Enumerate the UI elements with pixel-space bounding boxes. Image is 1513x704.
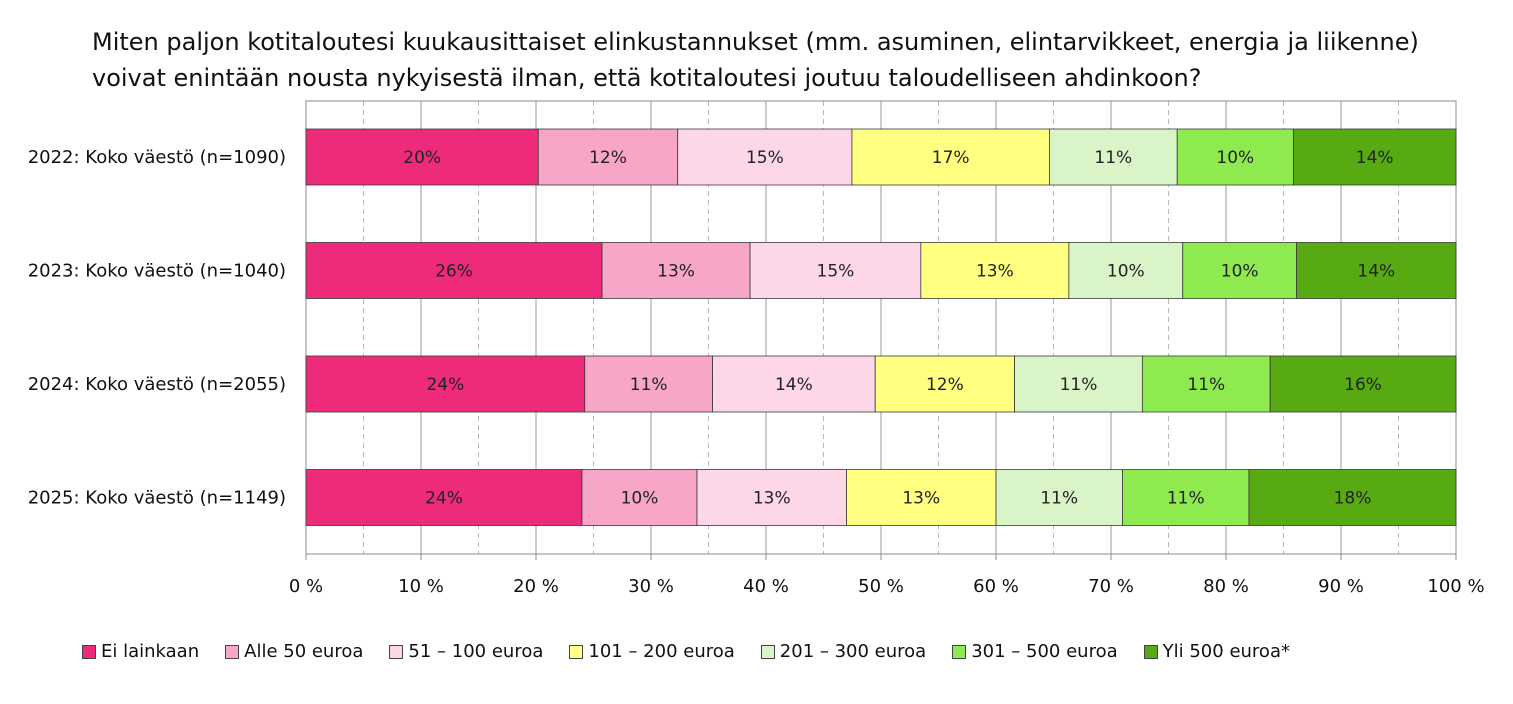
legend-item: 201 – 300 euroa <box>760 641 927 662</box>
legend-label: 51 – 100 euroa <box>408 641 544 662</box>
legend-swatch <box>569 644 584 659</box>
bar-segment <box>584 355 713 413</box>
x-tick-label: 40 % <box>743 576 789 597</box>
bar-segment <box>1248 469 1457 526</box>
legend-item: 101 – 200 euroa <box>569 641 735 662</box>
bar-segment <box>581 469 698 526</box>
data-label: 12% <box>589 148 627 168</box>
bar-segment <box>305 355 586 413</box>
bar-segment <box>305 242 603 299</box>
data-label: 11% <box>1060 375 1098 395</box>
legend-swatch <box>952 644 967 659</box>
bar-segment <box>696 469 847 526</box>
bar-segment <box>1014 355 1143 413</box>
legend-label: 101 – 200 euroa <box>588 641 735 662</box>
bar-segment <box>851 128 1050 186</box>
x-tick-label: 60 % <box>973 576 1019 597</box>
bar-segment <box>995 469 1123 526</box>
data-label: 14% <box>1356 148 1394 168</box>
bar-segment <box>305 128 539 186</box>
legend-label: Ei lainkaan <box>101 641 200 662</box>
x-tick-label: 50 % <box>858 576 904 597</box>
data-label: 14% <box>1357 262 1395 282</box>
bar-segment <box>1049 128 1178 186</box>
legend-label: Yli 500 euroa* <box>1162 641 1290 662</box>
data-label: 10% <box>621 489 659 509</box>
data-label: 26% <box>435 262 473 282</box>
bar-segment <box>601 242 751 299</box>
bar-segment <box>1141 355 1271 413</box>
category-label: 2024: Koko väestö (n=2055) <box>28 374 286 395</box>
legend-item: 51 – 100 euroa <box>389 641 543 662</box>
bar-segment <box>1176 128 1294 186</box>
legend-swatch <box>82 644 96 659</box>
stacked-bar-chart: 20% 12% 15% 17% 11% 10% 14% 2022: Koko väestö (… <box>28 100 1485 597</box>
legend-swatch <box>225 644 240 659</box>
data-label: 14% <box>775 375 813 395</box>
bar-segment <box>874 355 1015 413</box>
data-label: 11% <box>1040 489 1078 509</box>
bar-segment <box>846 469 997 526</box>
data-label: 13% <box>657 262 695 282</box>
data-label: 10% <box>1216 148 1254 168</box>
data-label: 11% <box>1167 489 1205 509</box>
bar-segment <box>1122 469 1250 526</box>
legend-item: Alle 50 euroa <box>225 641 363 662</box>
legend-item: Ei lainkaan <box>82 641 199 662</box>
data-label: 13% <box>902 489 940 509</box>
data-label: 11% <box>1187 375 1225 395</box>
bar-segment <box>1296 242 1457 299</box>
data-label: 10% <box>1107 262 1145 282</box>
legend-label: Alle 50 euroa <box>244 641 364 662</box>
legend-swatch <box>1143 644 1158 659</box>
chart-legend: Ei lainkaan Alle 50 euroa 51 – 100 euroa 10… <box>82 641 1290 662</box>
data-label: 13% <box>753 489 791 509</box>
data-label: 13% <box>976 262 1014 282</box>
legend-item: 301 – 500 euroa <box>952 641 1118 662</box>
data-label: 24% <box>426 375 464 395</box>
x-tick-label: 0 % <box>289 576 323 597</box>
category-label: 2025: Koko väestö (n=1149) <box>28 488 286 509</box>
bar-segment <box>712 355 876 413</box>
data-label: 11% <box>630 375 668 395</box>
legend-item: Yli 500 euroa* <box>1143 641 1290 662</box>
bar-segment <box>1068 242 1184 299</box>
data-label: 17% <box>932 148 970 168</box>
data-label: 16% <box>1344 375 1382 395</box>
bar-segment <box>1182 242 1297 299</box>
data-label: 18% <box>1334 489 1372 509</box>
bar-segment <box>677 128 853 186</box>
data-label: 15% <box>817 262 855 282</box>
data-label: 10% <box>1221 262 1259 282</box>
bar-segment <box>920 242 1070 299</box>
data-label: 20% <box>403 148 441 168</box>
x-tick-label: 70 % <box>1088 576 1134 597</box>
x-tick-label: 90 % <box>1318 576 1364 597</box>
legend-label: 201 – 300 euroa <box>779 641 927 662</box>
chart-title: Miten paljon kotitaloutesi kuukausittais… <box>92 28 1419 92</box>
category-label: 2023: Koko väestö (n=1040) <box>28 261 286 282</box>
data-label: 15% <box>746 148 784 168</box>
legend-swatch <box>760 644 775 659</box>
bar-segment <box>1269 355 1457 413</box>
data-label: 12% <box>926 375 964 395</box>
bar-segment <box>1292 128 1457 186</box>
x-tick-label: 80 % <box>1203 576 1249 597</box>
data-label: 11% <box>1094 148 1132 168</box>
x-tick-label: 30 % <box>628 576 674 597</box>
data-label: 24% <box>425 489 463 509</box>
x-tick-label: 100 % <box>1427 576 1484 597</box>
x-tick-label: 20 % <box>513 576 559 597</box>
bar-segment <box>749 242 922 299</box>
legend-swatch <box>389 644 404 659</box>
x-tick-label: 10 % <box>398 576 444 597</box>
legend-label: 301 – 500 euroa <box>971 641 1118 662</box>
category-label: 2022: Koko väestö (n=1090) <box>28 147 286 168</box>
